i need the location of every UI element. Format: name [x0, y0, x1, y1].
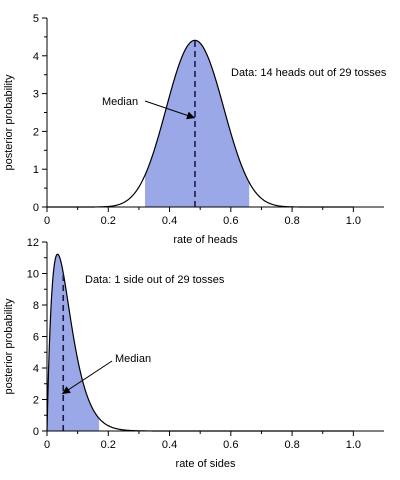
y-tick-label: 4	[33, 51, 39, 63]
median-arrow-heads	[144, 100, 196, 119]
y-tick-label: 2	[33, 126, 39, 138]
y-tick-label: 2	[33, 395, 39, 407]
x-tick-label: 0.8	[284, 439, 299, 451]
y-tick-label: 0	[33, 426, 39, 438]
median-arrow-sides	[61, 360, 113, 395]
axes-heads: 0 0.2 0.4 0.6 0.8 1.0 0 1 2 3 4 5	[33, 13, 384, 227]
y-tick-label: 8	[33, 300, 39, 312]
y-tick-label: 10	[27, 269, 39, 281]
y-tick-label: 6	[33, 332, 39, 344]
x-tick-label: 1.0	[346, 439, 361, 451]
y-tick-label: 12	[27, 237, 39, 249]
x-tick-label: 0.4	[162, 439, 177, 451]
y-tick-label: 5	[33, 13, 39, 25]
x-tick-label: 0.8	[284, 215, 299, 227]
median-arrowhead-heads	[186, 111, 195, 120]
median-label-heads: Median	[102, 96, 138, 108]
median-label-sides: Median	[115, 353, 151, 365]
x-tick-label: 0.6	[223, 439, 238, 451]
data-annotation-heads: Data: 14 heads out of 29 tosses	[231, 67, 387, 79]
y-tick-label: 4	[33, 363, 39, 375]
axes-sides: 0 0.2 0.4 0.6 0.8 1.0 0 2 4 6 8 10 12	[27, 237, 384, 451]
y-tick-label: 3	[33, 89, 39, 101]
y-tick-label: 0	[33, 202, 39, 214]
y-axis-label-sides: posterior probability	[3, 298, 15, 394]
median-arrowhead-sides	[62, 386, 71, 394]
y-axis-label-heads: posterior probability	[3, 74, 15, 170]
x-tick-label: 0	[44, 215, 50, 227]
data-annotation-sides: Data: 1 side out of 29 tosses	[85, 274, 225, 286]
x-tick-label: 0.2	[101, 215, 116, 227]
panel-sides: 0 0.2 0.4 0.6 0.8 1.0 0 2 4 6 8 10 12 Data: 1 side o…	[3, 237, 384, 470]
credible-interval-area-heads	[145, 40, 250, 207]
x-tick-label: 0.2	[101, 439, 116, 451]
x-tick-label: 0.4	[162, 215, 177, 227]
x-tick-label: 1.0	[346, 215, 361, 227]
y-tick-label: 1	[33, 164, 39, 176]
credible-interval-area-sides	[47, 254, 100, 431]
x-tick-label: 0.6	[223, 215, 238, 227]
x-axis-label-heads: rate of heads	[173, 234, 238, 246]
x-axis-label-sides: rate of sides	[176, 458, 236, 470]
x-tick-label: 0	[44, 439, 50, 451]
